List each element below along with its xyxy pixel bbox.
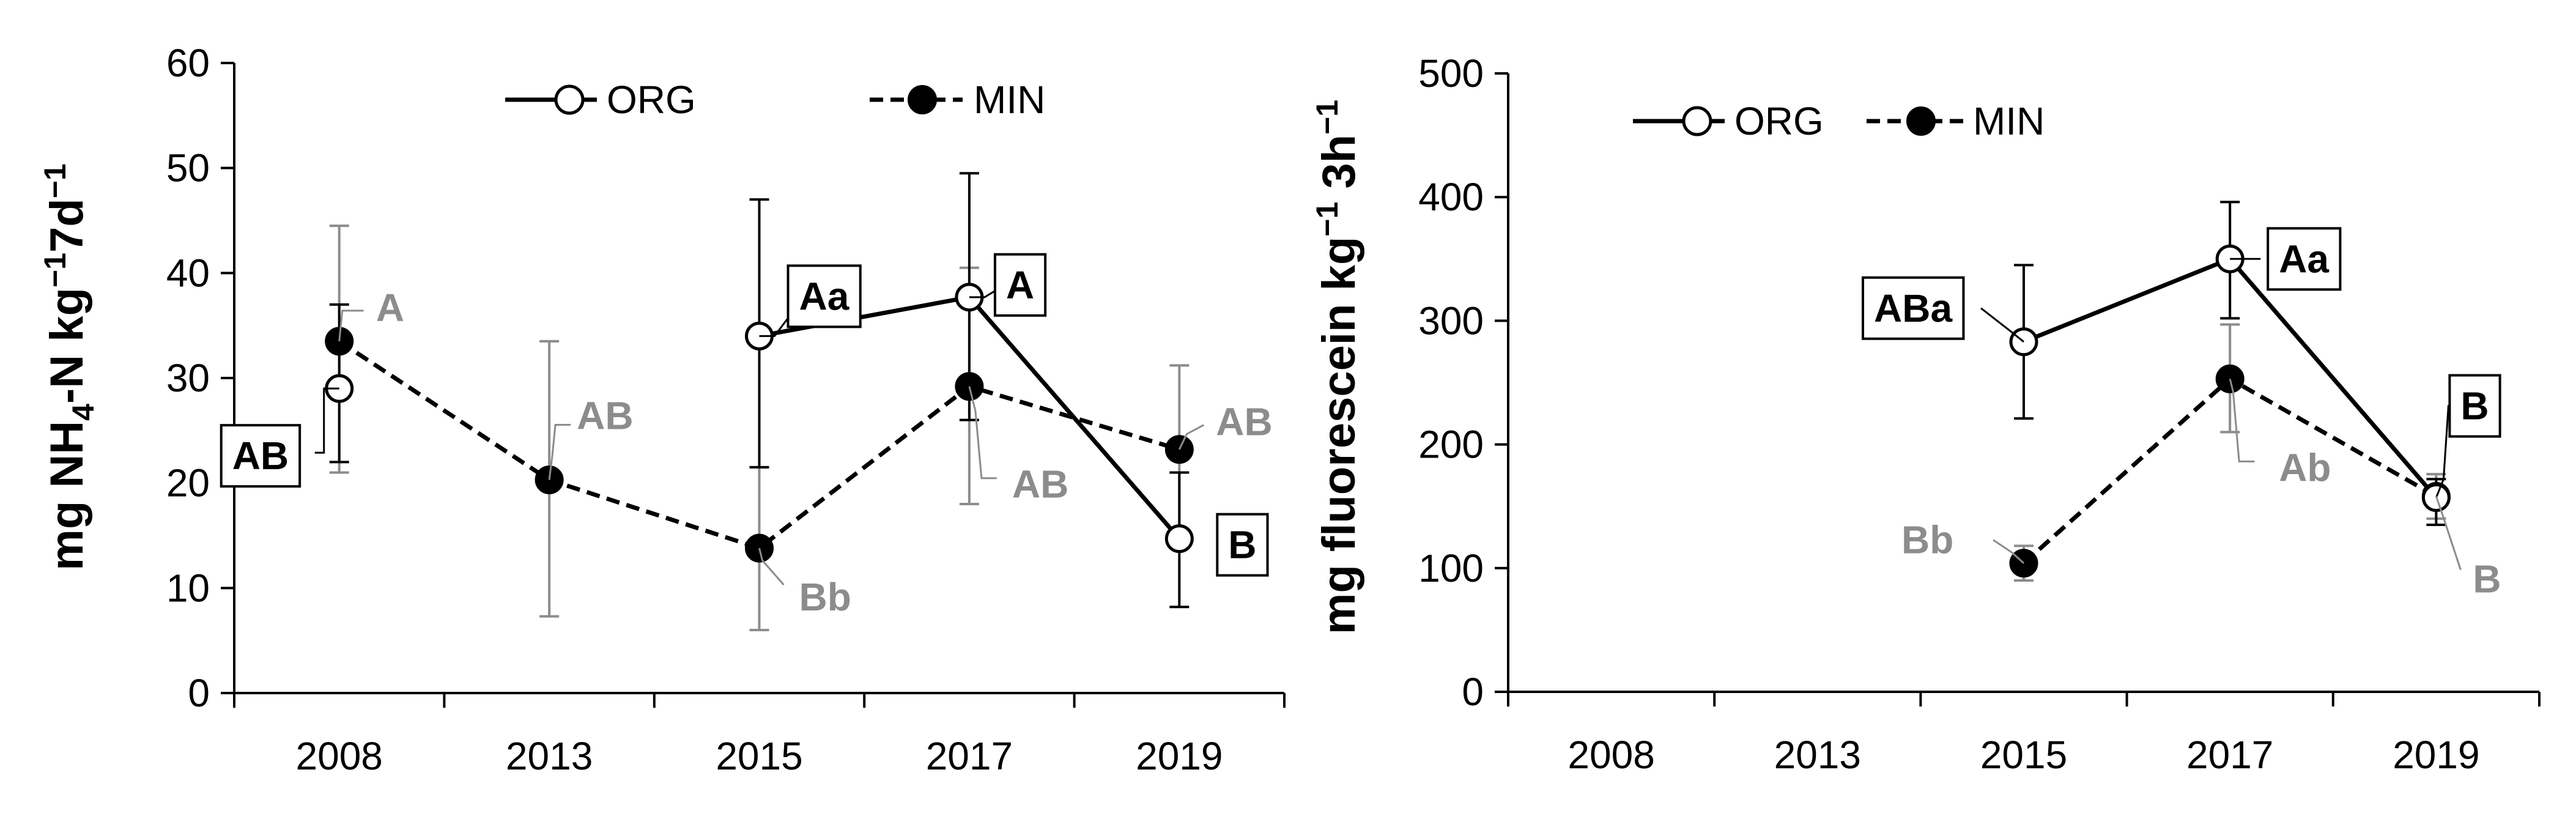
point-label-org: Aa — [799, 274, 849, 318]
legend-min-label: MIN — [974, 78, 1045, 122]
y-tick-label: 300 — [1418, 299, 1484, 343]
label-leader — [2435, 496, 2462, 570]
x-tick-label: 2013 — [1774, 733, 1861, 777]
chart-1: 0 10 20 30 40 50 60 2008 2013 2015 2017 2019 mg NH4-… — [38, 41, 1286, 778]
point-label-min: Bb — [799, 575, 851, 619]
point-label-min: B — [2473, 557, 2501, 601]
point-label-box — [1862, 276, 1965, 340]
point-label-min: Bb — [1901, 518, 1953, 562]
point-label-org: ABa — [1874, 286, 1952, 330]
point-label-min: AB — [577, 394, 633, 438]
legend-org-marker — [1682, 106, 1712, 136]
point-label-box — [786, 264, 862, 328]
x-tick-label: 2019 — [1136, 734, 1223, 778]
x-tick-label: 2013 — [506, 734, 593, 778]
label-leader — [1178, 424, 1205, 450]
legend-min-marker — [1906, 106, 1936, 136]
y-axis-title-part: 7d — [41, 198, 93, 253]
y-axis-title-part: 4 — [66, 404, 100, 421]
y-tick-label: 50 — [166, 146, 210, 190]
point-label-min: A — [376, 286, 404, 330]
point-label-min: AB — [1216, 400, 1272, 444]
label-leader — [338, 310, 364, 342]
label-leader — [1980, 307, 2024, 343]
y-tick-label: 200 — [1418, 423, 1484, 467]
chart-2: 0 100 200 300 400 500 2008 2013 2015 2017 2019 mg f… — [1310, 51, 2541, 777]
legend-min-marker — [908, 85, 937, 114]
legend-org-label: ORG — [1734, 99, 1824, 143]
point-label-box — [1216, 513, 1269, 577]
label-leader — [1993, 539, 2025, 564]
y-tick-label: 40 — [166, 251, 210, 295]
x-tick-label: 2017 — [926, 734, 1013, 778]
y-tick-label: 60 — [166, 41, 210, 85]
x-tick-label: 2015 — [716, 734, 802, 778]
x-tick-label: 2019 — [2393, 733, 2479, 777]
y-tick-label: 500 — [1418, 51, 1484, 95]
x-tick-label: 2015 — [1980, 733, 2067, 777]
x-tick-label: 2017 — [2186, 733, 2273, 777]
y-tick-label: 10 — [166, 566, 210, 610]
legend-org-marker — [554, 84, 585, 115]
y-tick-label: 0 — [188, 671, 210, 715]
label-leader — [2229, 379, 2255, 462]
label-leader — [758, 547, 785, 586]
point-label-org: A — [1006, 263, 1034, 307]
y-axis-title-part: mg fluorescein kg — [1313, 237, 1365, 634]
point-label-box — [220, 424, 302, 488]
y-axis-title-part: mg NH — [41, 421, 93, 571]
y-tick-label: 0 — [1462, 670, 1484, 714]
label-leader — [968, 386, 997, 480]
legend-org-label: ORG — [607, 78, 696, 122]
y-axis-title-part: −1 — [1310, 100, 1344, 135]
y-axis-title-part: 3h — [1313, 135, 1365, 202]
legend: ORG MIN — [505, 78, 1045, 122]
label-leader — [314, 387, 339, 454]
y-axis-title: mg fluorescein kg−1 3h−1 — [1310, 100, 1365, 634]
point-label-min: AB — [1012, 462, 1068, 506]
legend: ORG MIN — [1633, 99, 2045, 143]
point-label-org: B — [1228, 523, 1256, 567]
y-tick-label: 20 — [166, 461, 210, 505]
y-axis-title-part: -N kg — [41, 287, 93, 404]
label-leader — [548, 424, 571, 480]
y-tick-label: 100 — [1418, 546, 1484, 590]
y-tick-label: 30 — [166, 356, 210, 400]
series-line-min — [338, 339, 1180, 551]
point-label-box — [2448, 374, 2501, 438]
point-label-box — [2267, 227, 2342, 291]
legend-min-label: MIN — [1973, 99, 2045, 143]
point-label-min: Ab — [2279, 445, 2331, 489]
data-point-org — [1164, 524, 1194, 554]
y-axis-title: mg NH4-N kg−17d−1 — [38, 163, 100, 570]
x-tick-label: 2008 — [1567, 733, 1654, 777]
point-label-box — [993, 253, 1047, 317]
point-label-org: Aa — [2279, 237, 2329, 281]
y-axis-title-part: −1 — [1310, 202, 1344, 237]
y-axis-title-part: −1 — [38, 253, 72, 287]
point-label-org: AB — [232, 434, 289, 478]
point-label-org: B — [2460, 384, 2489, 428]
y-axis-title-part: −1 — [38, 163, 72, 198]
y-tick-label: 400 — [1418, 175, 1484, 219]
x-tick-label: 2008 — [296, 734, 383, 778]
